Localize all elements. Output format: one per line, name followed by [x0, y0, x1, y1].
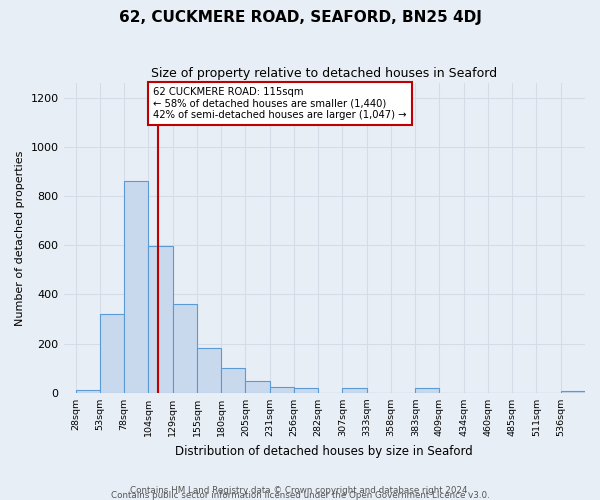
X-axis label: Distribution of detached houses by size in Seaford: Distribution of detached houses by size …: [175, 444, 473, 458]
Bar: [173, 304, 197, 392]
Text: Contains HM Land Registry data © Crown copyright and database right 2024.: Contains HM Land Registry data © Crown c…: [130, 486, 470, 495]
Bar: [124, 182, 148, 392]
Text: 62, CUCKMERE ROAD, SEAFORD, BN25 4DJ: 62, CUCKMERE ROAD, SEAFORD, BN25 4DJ: [119, 10, 481, 25]
Bar: [245, 382, 269, 392]
Bar: [76, 390, 100, 392]
Bar: [197, 348, 221, 393]
Bar: [269, 386, 294, 392]
Text: Contains public sector information licensed under the Open Government Licence v3: Contains public sector information licen…: [110, 490, 490, 500]
Bar: [221, 368, 245, 392]
Text: 62 CUCKMERE ROAD: 115sqm
← 58% of detached houses are smaller (1,440)
42% of sem: 62 CUCKMERE ROAD: 115sqm ← 58% of detach…: [153, 86, 407, 120]
Bar: [148, 246, 173, 392]
Bar: [294, 388, 318, 392]
Y-axis label: Number of detached properties: Number of detached properties: [15, 150, 25, 326]
Bar: [100, 314, 124, 392]
Title: Size of property relative to detached houses in Seaford: Size of property relative to detached ho…: [151, 68, 497, 80]
Bar: [415, 388, 439, 392]
Bar: [343, 388, 367, 392]
